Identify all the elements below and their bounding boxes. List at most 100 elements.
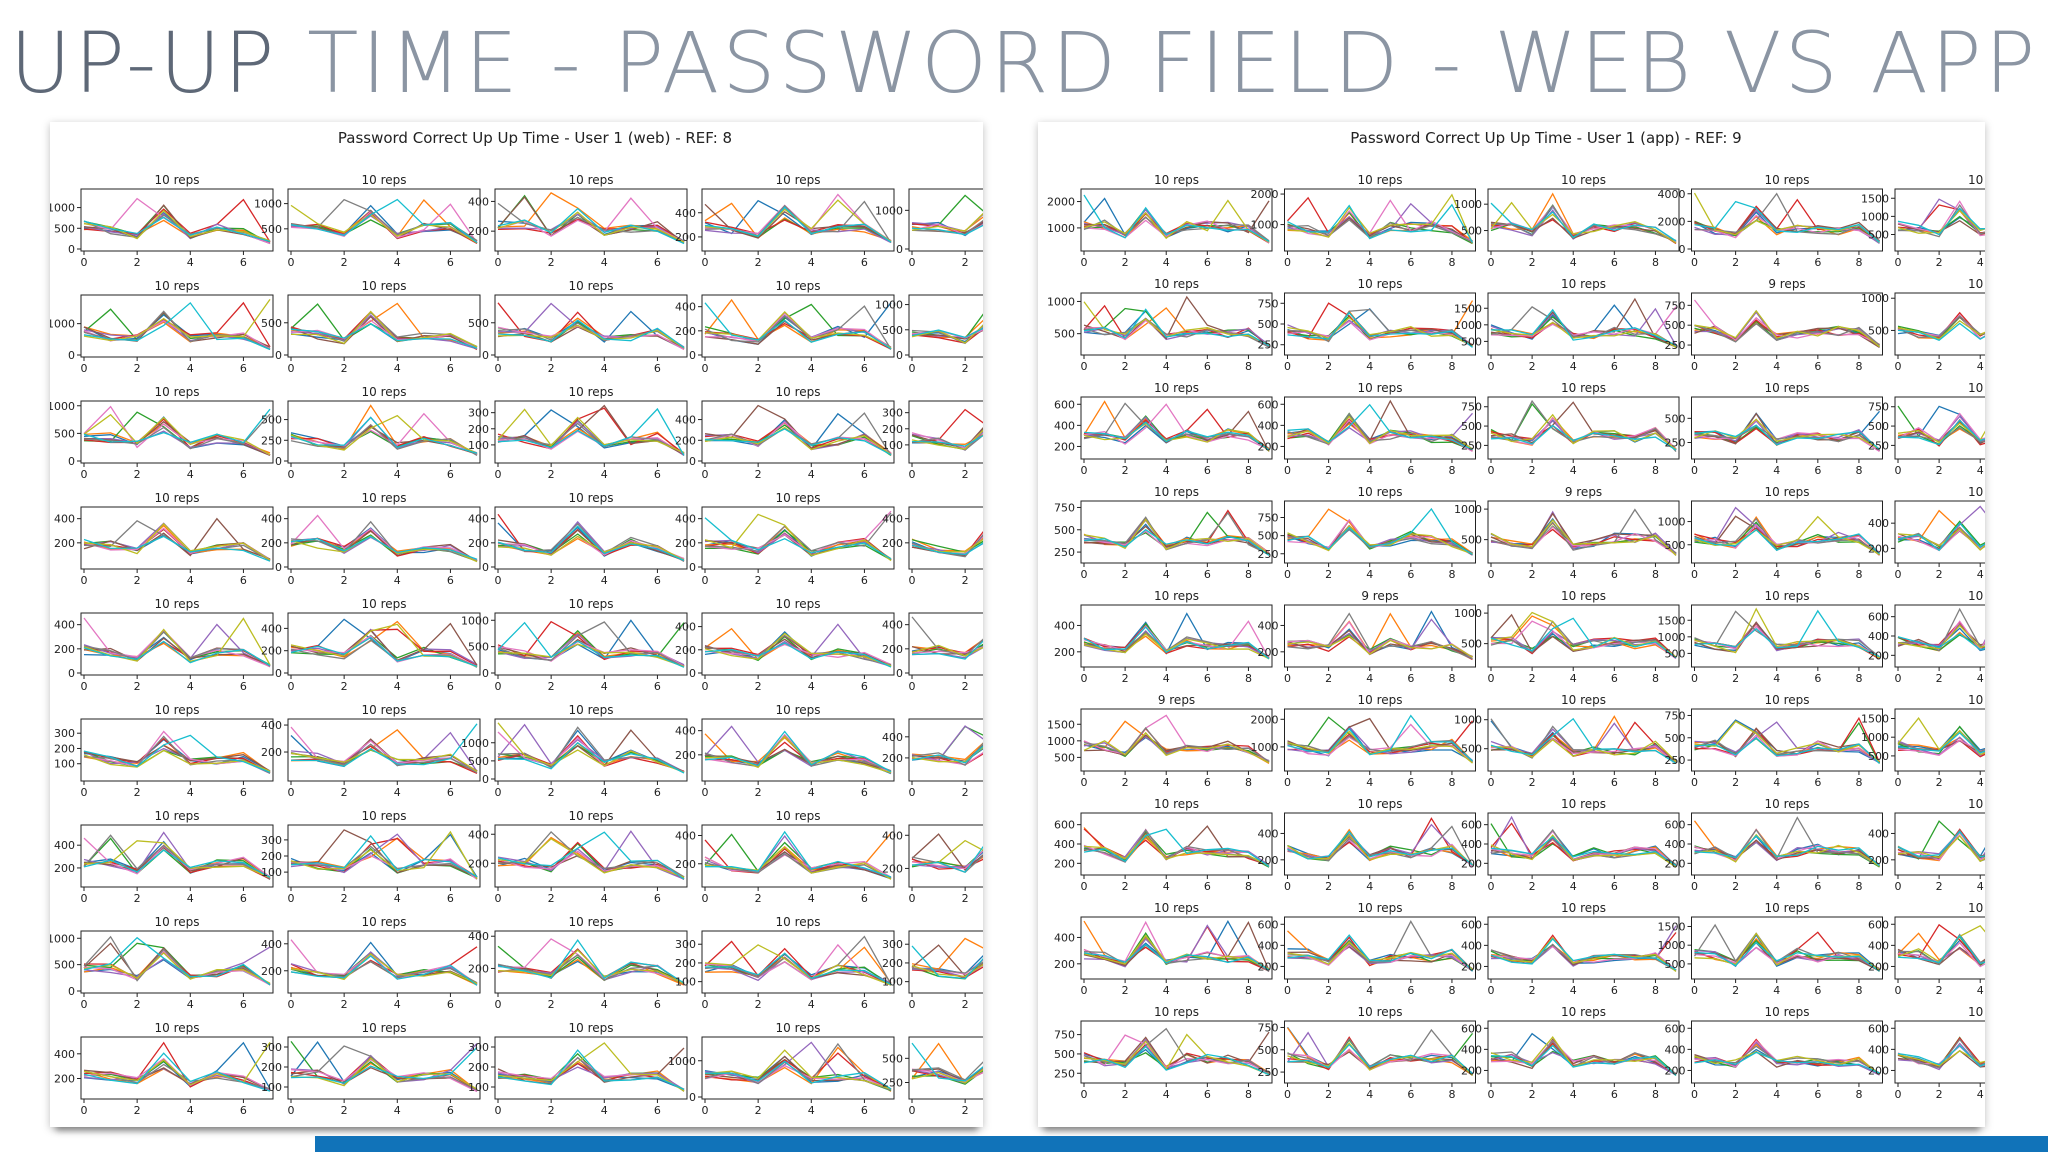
- y-tick-label: 400: [54, 619, 75, 632]
- x-tick-label: 8: [1245, 776, 1252, 789]
- x-tick-label: 6: [447, 998, 454, 1011]
- subplot-frame: [494, 930, 688, 994]
- subplot: 10 reps 200 400 600 0 2 4 6 8: [1054, 381, 1273, 477]
- x-tick-label: 0: [1081, 1088, 1088, 1101]
- x-tick-label: 4: [1163, 464, 1170, 477]
- x-tick-label: 0: [495, 574, 502, 587]
- x-tick-label: 0: [1691, 672, 1698, 685]
- rep-line: [1897, 739, 1985, 756]
- x-tick-label: 2: [1325, 464, 1332, 477]
- subplot: 10 reps 250 500 750 0 2 4 6 8: [1054, 485, 1273, 581]
- y-tick-label: 250: [1665, 339, 1686, 352]
- rep-line: [290, 1046, 478, 1084]
- subplot-title: 10 reps: [568, 809, 613, 823]
- x-tick-label: 0: [702, 574, 709, 587]
- x-tick-label: 4: [1366, 776, 1373, 789]
- rep-line: [1490, 830, 1677, 867]
- rep-line: [1490, 1032, 1677, 1076]
- subplot-title: 10 reps: [1154, 901, 1199, 915]
- rep-line: [290, 416, 478, 454]
- x-tick-label: 2: [548, 362, 555, 375]
- y-tick-label: 200: [1665, 857, 1686, 870]
- rep-line: [1287, 193, 1474, 244]
- x-tick-label: 4: [394, 256, 401, 269]
- y-tick-label: 200: [468, 537, 489, 550]
- subplot-frame: [80, 612, 274, 676]
- subplot-frame: [1080, 188, 1273, 252]
- y-tick-label: 400: [54, 513, 75, 526]
- y-tick-label: 500: [1665, 732, 1686, 745]
- rep-line: [1694, 607, 1880, 659]
- x-tick-label: 6: [861, 1104, 868, 1117]
- rep-line: [911, 746, 983, 763]
- subplot: 10 reps 0 200 400 0 2 4 6: [675, 491, 895, 587]
- subplot-frame: [908, 612, 983, 676]
- subplot: 102505000246: [882, 1036, 983, 1117]
- subplot-title: 10 reps: [1764, 173, 1809, 187]
- subplot-title: 10 reps: [154, 279, 199, 293]
- x-tick-label: 4: [1773, 984, 1780, 997]
- rep-line: [1083, 622, 1270, 660]
- x-tick-label: 8: [1245, 880, 1252, 893]
- y-tick-label: 200: [1054, 857, 1075, 870]
- rep-line: [1490, 936, 1677, 973]
- subplot-frame: [1691, 188, 1883, 252]
- subplot-title: 10 reps: [1561, 901, 1606, 915]
- x-tick-label: 2: [1732, 360, 1739, 373]
- x-tick-label: 4: [601, 362, 608, 375]
- y-tick-label: 200: [261, 1061, 282, 1074]
- x-tick-label: 0: [702, 892, 709, 905]
- subplot-frame: [1080, 292, 1273, 356]
- subplot-frame: [1691, 604, 1883, 668]
- x-tick-label: 4: [1570, 672, 1577, 685]
- rep-line: [1897, 834, 1985, 863]
- x-tick-label: 2: [341, 998, 348, 1011]
- x-tick-label: 2: [1936, 568, 1943, 581]
- rep-line: [290, 955, 478, 986]
- y-tick-label: 400: [1054, 619, 1075, 632]
- subplot: 10 reps 200 400 600 0 2 4 6 8: [1665, 797, 1883, 893]
- rep-line: [497, 404, 685, 456]
- rep-line: [704, 1042, 892, 1091]
- y-tick-label: 0: [68, 455, 75, 468]
- rep-line: [1490, 718, 1677, 763]
- x-tick-label: 8: [1855, 984, 1862, 997]
- x-tick-label: 4: [1366, 880, 1373, 893]
- rep-line: [1287, 830, 1473, 866]
- subplot-frame: [1080, 812, 1273, 876]
- y-tick-label: 200: [1868, 542, 1889, 555]
- subplot-title: 10 reps: [775, 809, 820, 823]
- x-tick-label: 0: [909, 786, 916, 799]
- x-tick-label: 2: [962, 892, 969, 905]
- rep-line: [1083, 626, 1270, 660]
- x-tick-label: 0: [495, 362, 502, 375]
- rep-line: [911, 839, 983, 866]
- subplot-frame: [80, 930, 274, 994]
- x-tick-label: 0: [495, 256, 502, 269]
- rep-line: [290, 953, 478, 985]
- x-tick-label: 4: [1570, 1088, 1577, 1101]
- x-tick-label: 0: [1284, 672, 1291, 685]
- y-tick-label: 400: [54, 839, 75, 852]
- rep-line: [1083, 307, 1270, 348]
- y-tick-label: 0: [275, 667, 282, 680]
- subplot-title: 10 reps: [1968, 1005, 1985, 1019]
- rep-line: [1083, 199, 1270, 243]
- subplot-title: 10 reps: [361, 597, 406, 611]
- rep-line: [83, 617, 271, 668]
- subplot-title: 10 reps: [1968, 277, 1985, 291]
- rep-line: [911, 646, 983, 659]
- x-tick-label: 2: [962, 786, 969, 799]
- x-tick-label: 0: [1691, 360, 1698, 373]
- x-tick-label: 6: [447, 892, 454, 905]
- rep-line: [83, 837, 271, 880]
- y-tick-label: 400: [261, 719, 282, 732]
- x-tick-label: 0: [1081, 464, 1088, 477]
- rep-line: [911, 434, 983, 447]
- rep-line: [1897, 315, 1985, 337]
- rep-line: [1694, 528, 1880, 555]
- y-tick-label: 500: [54, 959, 75, 972]
- y-tick-label: 200: [468, 962, 489, 975]
- y-tick-label: 300: [261, 1041, 282, 1054]
